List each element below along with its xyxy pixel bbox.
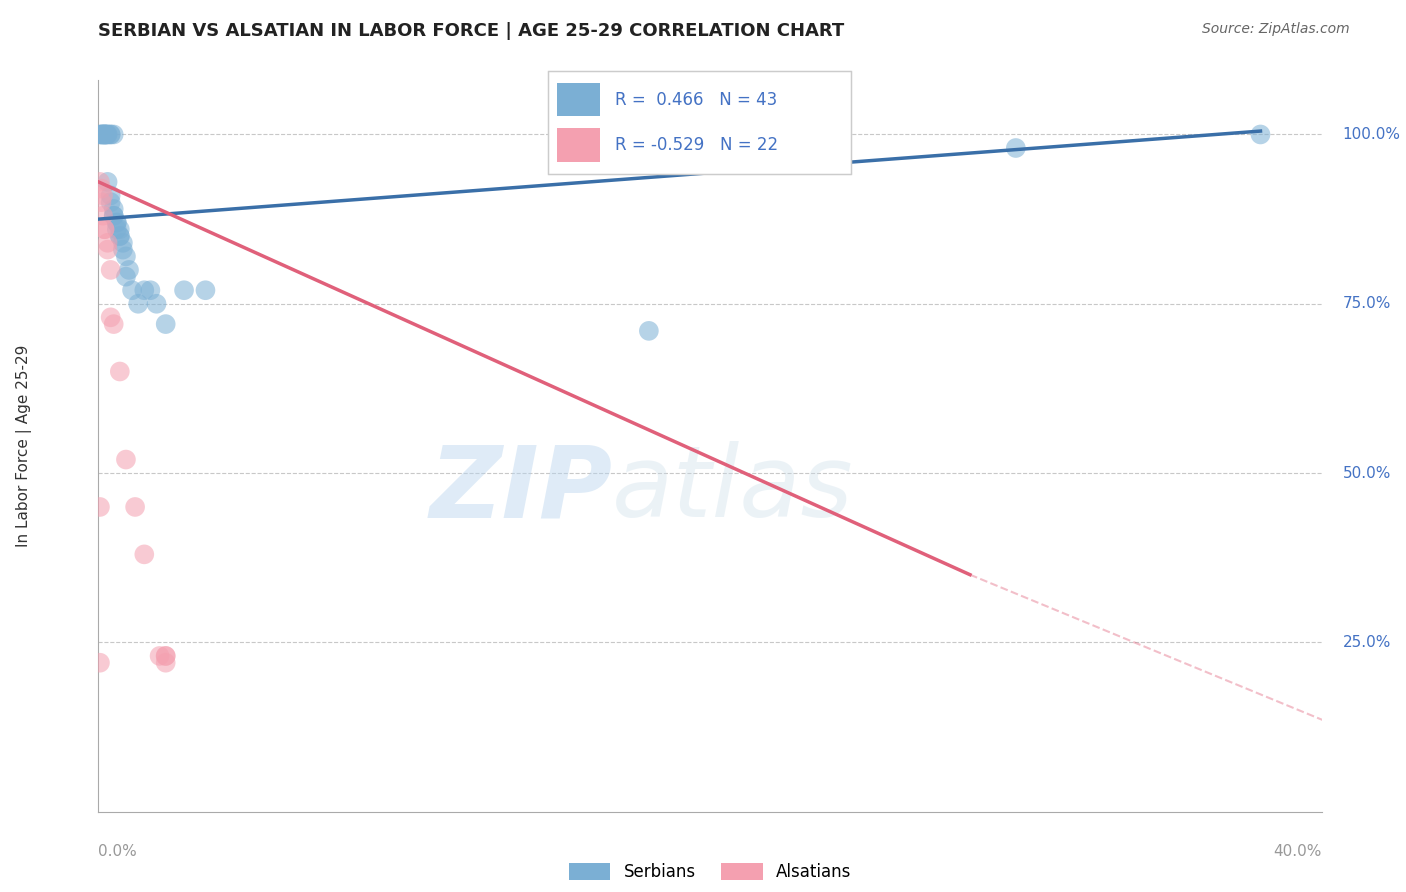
Point bbox=[91, 188, 114, 202]
Point bbox=[93, 222, 115, 236]
Point bbox=[97, 175, 120, 189]
Text: 40.0%: 40.0% bbox=[1274, 845, 1322, 859]
Point bbox=[127, 297, 149, 311]
Point bbox=[103, 209, 125, 223]
Text: 75.0%: 75.0% bbox=[1343, 296, 1391, 311]
Point bbox=[108, 229, 131, 244]
Point bbox=[90, 195, 112, 210]
Point bbox=[637, 324, 661, 338]
Point bbox=[111, 235, 134, 250]
Point bbox=[100, 195, 122, 210]
Point bbox=[89, 175, 111, 189]
Point bbox=[108, 222, 131, 236]
Point bbox=[103, 317, 125, 331]
Point bbox=[155, 317, 177, 331]
Point bbox=[105, 215, 128, 229]
Point bbox=[93, 128, 115, 142]
Point bbox=[100, 263, 122, 277]
Text: 100.0%: 100.0% bbox=[1343, 127, 1400, 142]
Point bbox=[97, 243, 120, 257]
Point bbox=[89, 128, 111, 142]
Point bbox=[103, 202, 125, 216]
Point bbox=[94, 128, 117, 142]
Point bbox=[89, 500, 111, 514]
Point bbox=[173, 283, 195, 297]
Text: 50.0%: 50.0% bbox=[1343, 466, 1391, 481]
Point bbox=[100, 128, 122, 142]
Point bbox=[124, 500, 146, 514]
Text: SERBIAN VS ALSATIAN IN LABOR FORCE | AGE 25-29 CORRELATION CHART: SERBIAN VS ALSATIAN IN LABOR FORCE | AGE… bbox=[98, 22, 845, 40]
Point bbox=[115, 269, 138, 284]
Text: atlas: atlas bbox=[612, 442, 853, 539]
Point bbox=[149, 648, 172, 663]
Point bbox=[1004, 141, 1026, 155]
Point bbox=[105, 222, 128, 236]
Point bbox=[89, 656, 111, 670]
Text: In Labor Force | Age 25-29: In Labor Force | Age 25-29 bbox=[15, 345, 32, 547]
Point bbox=[1249, 128, 1271, 142]
Legend: Serbians, Alsatians: Serbians, Alsatians bbox=[562, 856, 858, 888]
Text: R =  0.466   N = 43: R = 0.466 N = 43 bbox=[614, 91, 778, 109]
Point bbox=[93, 128, 115, 142]
Point bbox=[155, 648, 177, 663]
Point bbox=[121, 283, 143, 297]
Text: R = -0.529   N = 22: R = -0.529 N = 22 bbox=[614, 136, 778, 153]
Point bbox=[155, 656, 177, 670]
Point bbox=[194, 283, 217, 297]
Point bbox=[91, 209, 114, 223]
Point bbox=[115, 249, 138, 263]
Point bbox=[93, 222, 115, 236]
Point bbox=[155, 648, 177, 663]
Point bbox=[134, 283, 156, 297]
Bar bbox=[557, 83, 600, 117]
Text: ZIP: ZIP bbox=[429, 442, 612, 539]
Point bbox=[118, 263, 141, 277]
Point bbox=[90, 128, 112, 142]
Point bbox=[103, 209, 125, 223]
Point bbox=[134, 547, 156, 561]
Point bbox=[97, 128, 120, 142]
Point bbox=[90, 128, 112, 142]
Point bbox=[94, 128, 117, 142]
Point bbox=[100, 188, 122, 202]
Point bbox=[97, 128, 120, 142]
Point bbox=[91, 128, 114, 142]
Point bbox=[105, 215, 128, 229]
Bar bbox=[557, 128, 600, 161]
Point bbox=[93, 128, 115, 142]
Point bbox=[115, 452, 138, 467]
Point bbox=[111, 243, 134, 257]
Point bbox=[97, 235, 120, 250]
Text: 0.0%: 0.0% bbox=[98, 845, 138, 859]
Point bbox=[108, 229, 131, 244]
Point bbox=[145, 297, 167, 311]
Point bbox=[90, 181, 112, 195]
Point bbox=[100, 310, 122, 325]
Point bbox=[103, 128, 125, 142]
Point bbox=[139, 283, 162, 297]
Point bbox=[100, 128, 122, 142]
Text: 25.0%: 25.0% bbox=[1343, 635, 1391, 650]
Text: Source: ZipAtlas.com: Source: ZipAtlas.com bbox=[1202, 22, 1350, 37]
Point bbox=[91, 128, 114, 142]
Point bbox=[108, 364, 131, 378]
